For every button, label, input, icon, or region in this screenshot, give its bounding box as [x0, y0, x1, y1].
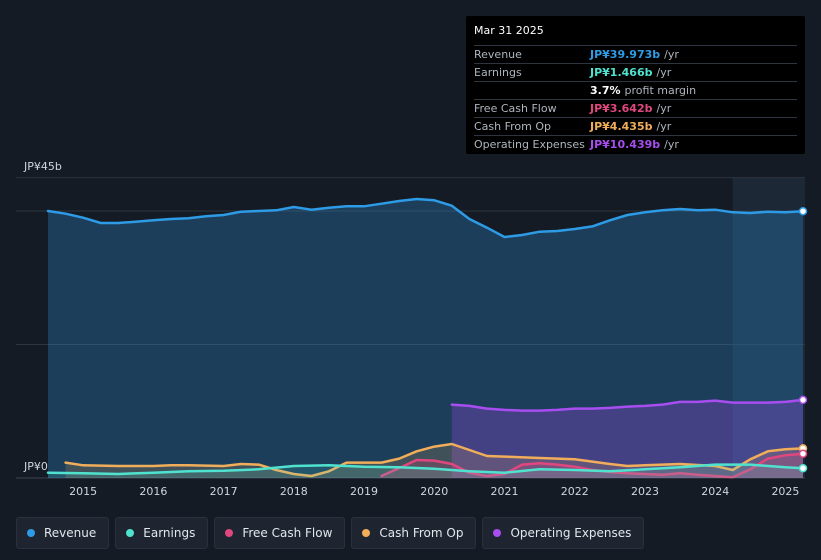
x-tick-label: 2021 [491, 485, 519, 498]
tooltip-row: 3.7% profit margin [474, 82, 797, 100]
y-axis-zero-label: JP¥0 [23, 460, 48, 473]
x-tick-label: 2018 [280, 485, 308, 498]
tooltip-row-value: JP¥3.642b [590, 102, 653, 115]
legend-item-cash-from-op[interactable]: Cash From Op [351, 517, 477, 549]
tooltip-panel: Mar 31 2025 Revenue JP¥39.973b/yr Earnings… [466, 16, 805, 154]
legend-label: Earnings [143, 526, 196, 540]
legend-dot-icon [225, 529, 234, 537]
financial-chart: JP¥45b JP¥0 2015 2016 2017 2018 2019 2020 2021 20… [16, 160, 808, 498]
tooltip-row-unit: /yr [656, 66, 672, 79]
legend-item-operating-expenses[interactable]: Operating Expenses [482, 517, 645, 549]
legend: Revenue Earnings Free Cash Flow Cash From O… [16, 517, 645, 549]
tooltip-row-unit: profit margin [624, 84, 697, 97]
tooltip-row-unit: /yr [656, 102, 672, 115]
cash-from-op-line [64, 442, 805, 478]
y-axis-top-label: JP¥45b [23, 160, 62, 173]
tooltip-row: Cash From Op JP¥4.435b/yr [474, 118, 797, 136]
forecast-region [732, 178, 805, 478]
tooltip-row-unit: /yr [656, 120, 672, 133]
operating-expenses-line [450, 398, 805, 412]
earnings-end-point [798, 463, 808, 473]
x-tick-label: 2019 [350, 485, 378, 498]
legend-label: Operating Expenses [510, 526, 632, 540]
x-tick-label: 2024 [701, 485, 729, 498]
tooltip-date: Mar 31 2025 [474, 24, 797, 46]
earnings-line [46, 463, 805, 476]
free-cash-flow-end-point [798, 449, 808, 458]
tooltip-row-label: Free Cash Flow [474, 102, 557, 115]
tooltip-row-unit: /yr [664, 138, 679, 151]
legend-dot-icon [126, 529, 135, 537]
x-tick-label: 2015 [69, 485, 97, 498]
tooltip-row: Revenue JP¥39.973b/yr [474, 46, 797, 64]
tooltip-row-label: Revenue [474, 48, 522, 61]
operating-expenses-end-point [798, 395, 808, 405]
tooltip-row-label [474, 82, 590, 99]
revenue-line [46, 197, 805, 239]
tooltip-row-value: JP¥39.973b [590, 48, 661, 61]
legend-label: Revenue [44, 526, 97, 540]
legend-dot-icon [362, 529, 371, 537]
x-tick-label: 2016 [139, 485, 167, 498]
legend-dot-icon [27, 529, 35, 537]
tooltip-row-label: Earnings [474, 66, 522, 79]
tooltip-row-label: Cash From Op [474, 120, 552, 133]
x-tick-label: 2025 [771, 485, 799, 498]
free-cash-flow-area [381, 453, 803, 478]
revenue-end-point [798, 206, 808, 216]
earnings-area [48, 464, 803, 478]
tooltip-row-unit: /yr [664, 48, 679, 61]
x-tick-label: 2020 [420, 485, 448, 498]
tooltip-row: Earnings JP¥1.466b/yr [474, 64, 797, 82]
tooltip-row: Free Cash Flow JP¥3.642b/yr [474, 100, 797, 118]
legend-item-free-cash-flow[interactable]: Free Cash Flow [214, 517, 346, 549]
legend-item-revenue[interactable]: Revenue [16, 517, 110, 549]
x-tick-label: 2022 [561, 485, 589, 498]
legend-item-earnings[interactable]: Earnings [115, 517, 209, 549]
tooltip-row: Operating Expenses JP¥10.439b/yr [474, 136, 797, 153]
x-tick-label: 2017 [210, 485, 238, 498]
tooltip-row-value: JP¥1.466b [590, 66, 653, 79]
tooltip-row-value: 3.7% [590, 84, 621, 97]
legend-dot-icon [493, 529, 502, 537]
tooltip-row-label: Operating Expenses [474, 138, 585, 151]
tooltip-row-value: JP¥10.439b [590, 138, 661, 151]
tooltip-row-value: JP¥4.435b [590, 120, 653, 133]
x-tick-label: 2023 [631, 485, 659, 498]
legend-label: Free Cash Flow [242, 526, 333, 540]
legend-label: Cash From Op [379, 526, 464, 540]
